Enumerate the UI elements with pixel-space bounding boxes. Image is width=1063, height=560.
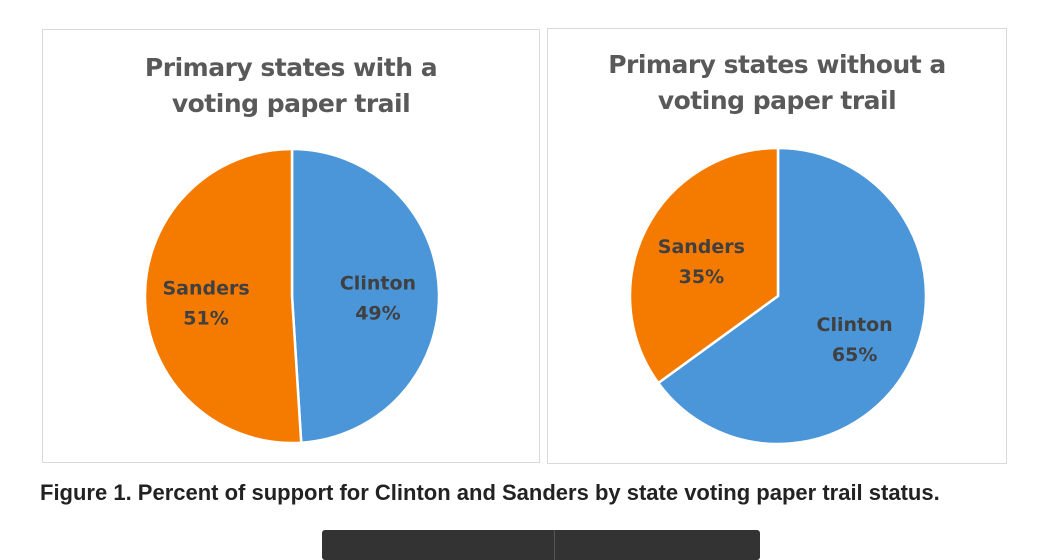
pie-chart-with-paper-trail: Primary states with a voting paper trail… (42, 29, 540, 463)
chart-title: Primary states without a voting paper tr… (608, 50, 946, 115)
slice-label-name: Clinton (340, 272, 416, 294)
pie-chart-svg: Clinton 49% Sanders 51% (143, 147, 441, 445)
pie-slice-sanders (143, 147, 303, 445)
figure-caption: Figure 1. Percent of support for Clinton… (40, 480, 940, 505)
slice-label-name: Sanders (658, 236, 745, 258)
pie-chart-without-paper-trail: Primary states without a voting paper tr… (547, 28, 1007, 464)
slice-label-name: Clinton (817, 314, 893, 336)
pie-slice-clinton (657, 146, 928, 446)
pie-slice-sanders (628, 146, 780, 385)
pie-chart-svg: Clinton 65% Sanders 35% (628, 146, 928, 446)
bottom-toolbar (322, 530, 760, 560)
slice-label-value: 65% (832, 344, 877, 366)
slice-label-name: Sanders (162, 278, 249, 300)
pie-slice-clinton (290, 147, 441, 444)
slice-label-value: 51% (183, 308, 228, 330)
slice-label-value: 49% (355, 302, 400, 324)
chart-title: Primary states with a voting paper trail (144, 53, 438, 118)
toolbar-divider (554, 530, 555, 560)
slice-label-value: 35% (679, 266, 724, 288)
